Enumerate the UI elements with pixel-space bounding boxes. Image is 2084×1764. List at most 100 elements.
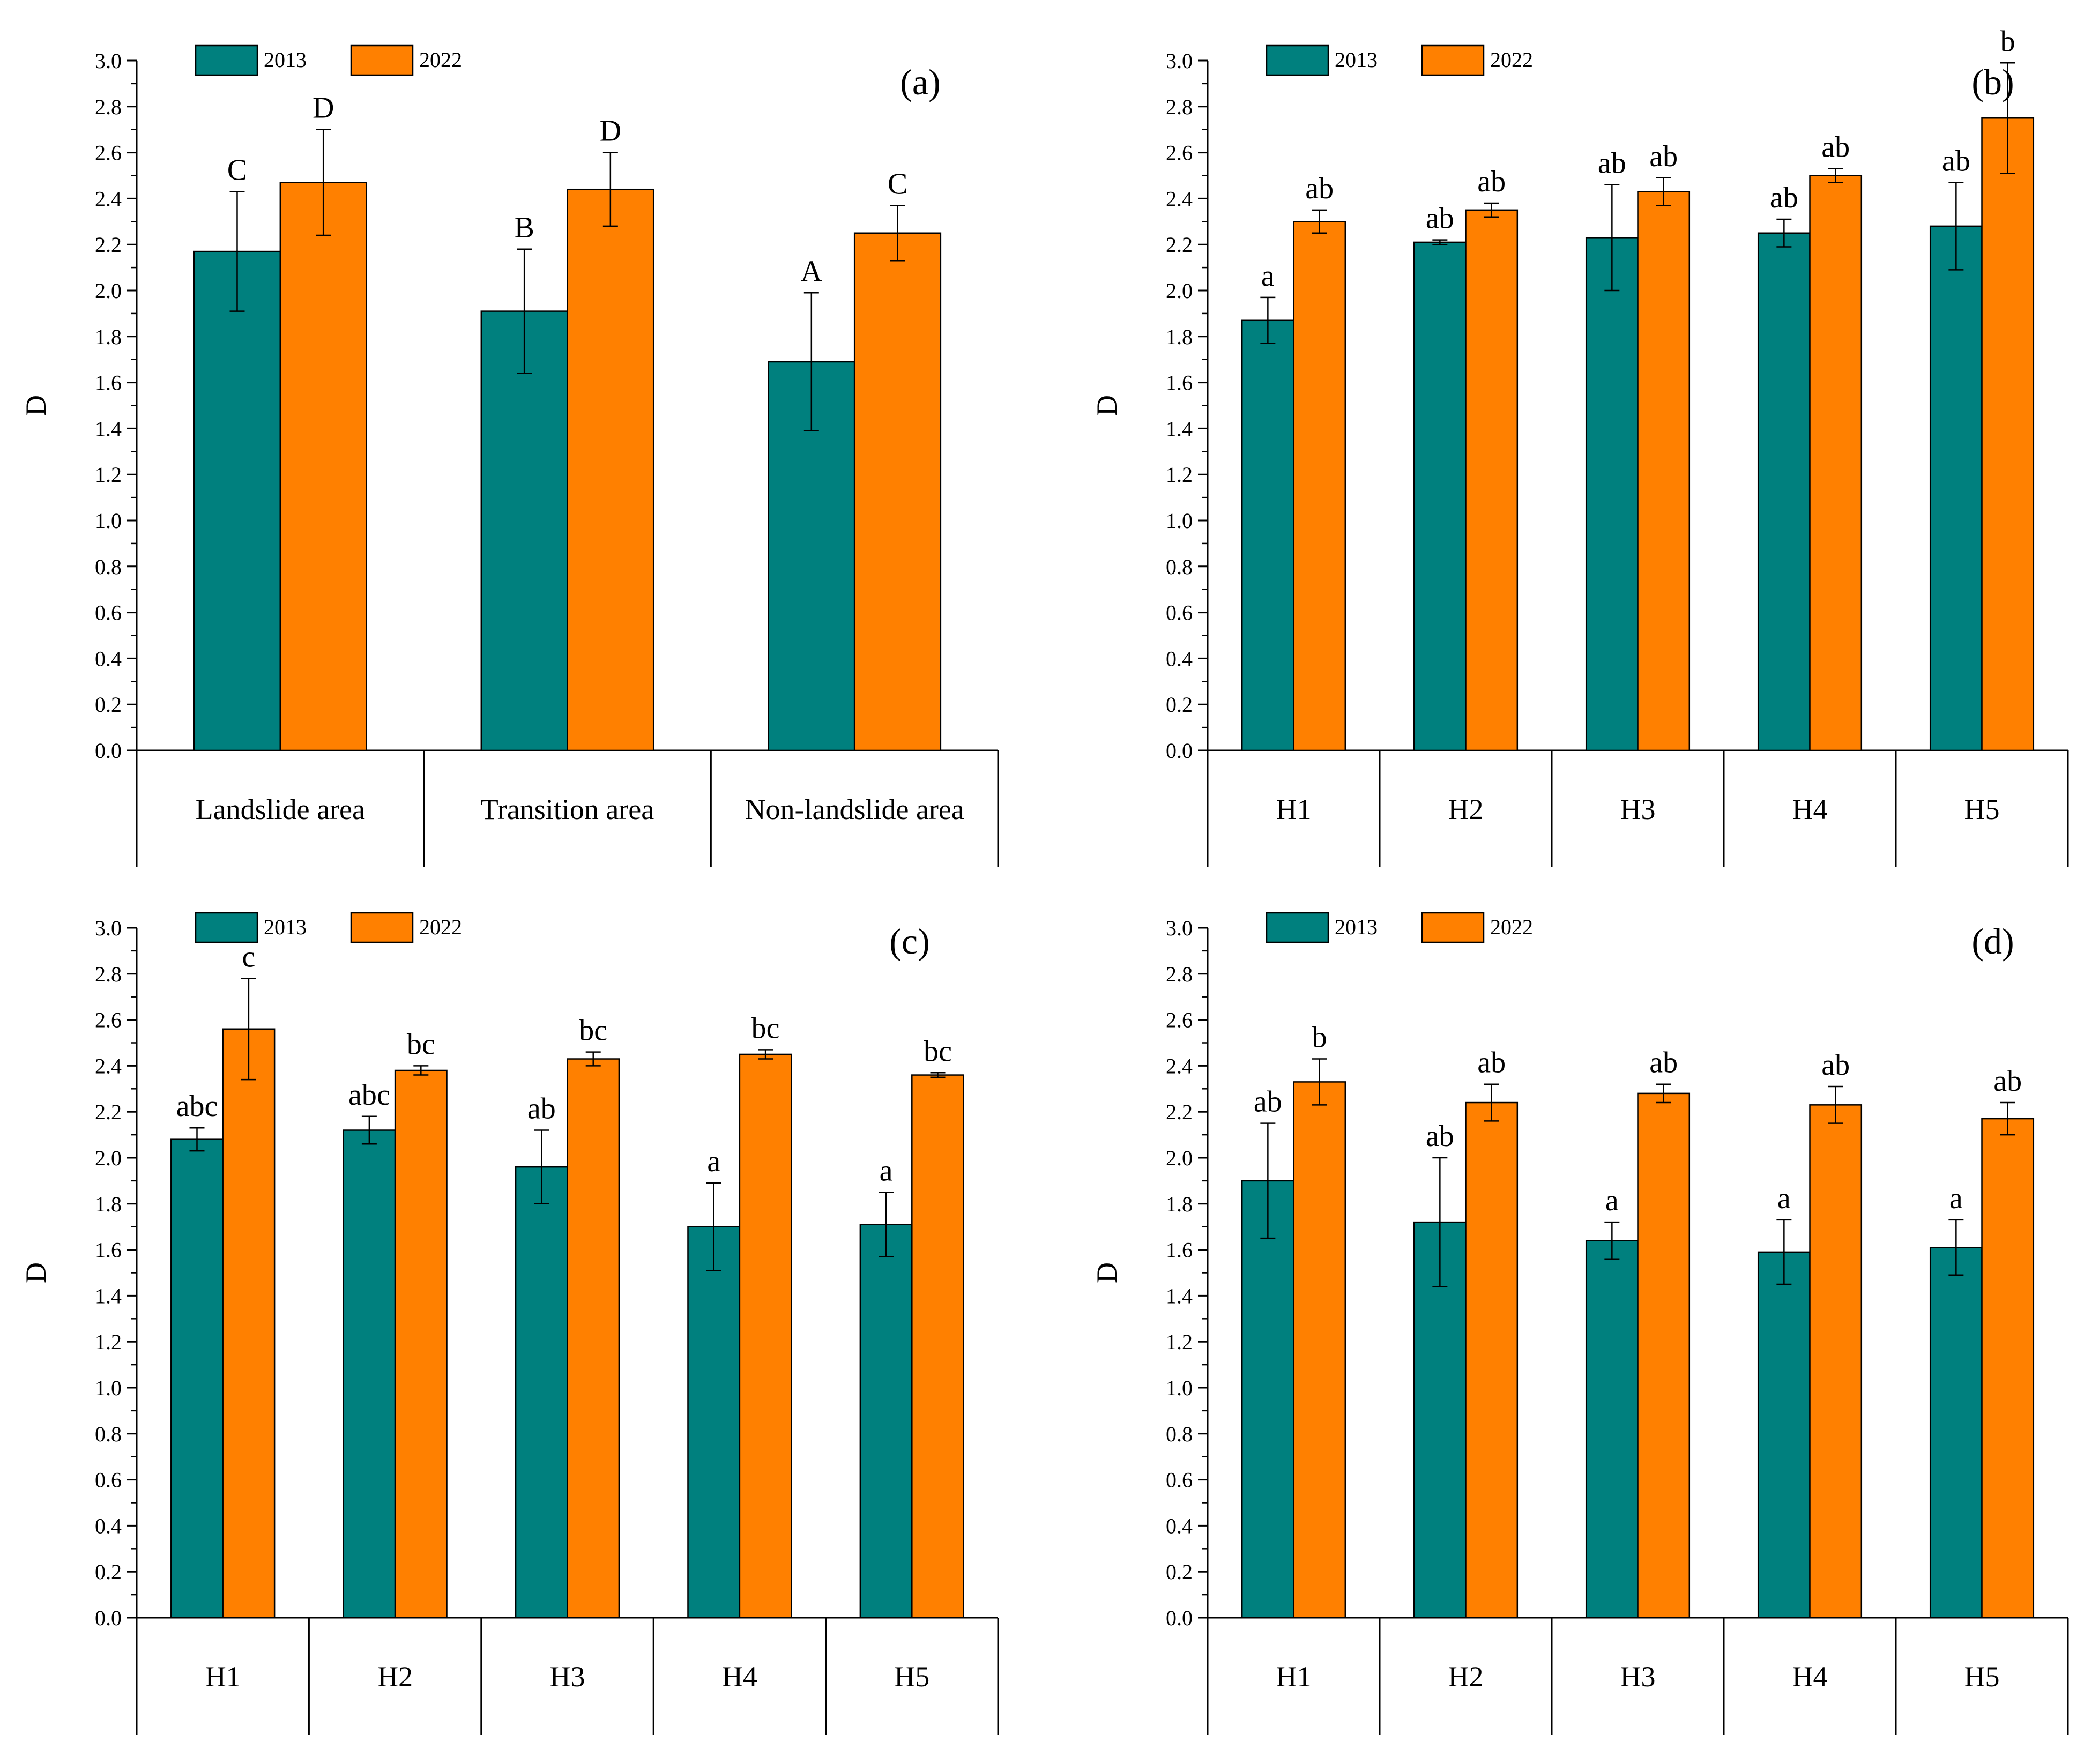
bar-2013 [480, 310, 568, 751]
significance-label: ab [1598, 147, 1626, 180]
legend-swatch-2022 [1421, 44, 1485, 76]
bar-2013 [1413, 241, 1467, 751]
y-axis-title: D [20, 1262, 52, 1283]
significance-label: b [2000, 25, 2015, 58]
bar-2022 [1293, 1081, 1346, 1619]
y-tick-label: 1.4 [95, 1284, 122, 1308]
y-tick-label: 2.8 [1166, 962, 1193, 986]
significance-label: c [242, 940, 255, 973]
category-label: H4 [722, 1661, 757, 1693]
y-tick-label: 2.8 [1166, 95, 1193, 119]
y-tick-label: 1.2 [1166, 1330, 1193, 1354]
bar-2013 [1585, 237, 1639, 751]
y-tick-label: 2.4 [95, 1054, 122, 1078]
y-tick-label: 1.6 [1166, 1238, 1193, 1262]
bar-2022 [739, 1053, 792, 1619]
y-tick-label: 2.6 [95, 141, 122, 165]
y-tick-label: 0.8 [1166, 555, 1193, 579]
y-tick-label: 3.0 [1166, 916, 1193, 940]
legend-label-2013: 2013 [1335, 48, 1378, 72]
significance-label: A [801, 255, 823, 288]
legend-swatch-2022 [350, 912, 414, 943]
y-tick-label: 0.6 [95, 601, 122, 625]
y-tick-label: 1.8 [95, 325, 122, 349]
y-tick-label: 0.4 [95, 1514, 122, 1538]
y-axis-title: D [1091, 1262, 1123, 1283]
legend-label-2013: 2013 [264, 48, 307, 72]
significance-label: ab [1649, 1046, 1678, 1080]
significance-label: a [1949, 1182, 1963, 1215]
bar-2022 [1809, 1104, 1863, 1619]
y-tick-label: 2.8 [95, 95, 122, 119]
y-tick-label: 2.0 [1166, 1146, 1193, 1170]
significance-label: C [888, 167, 907, 200]
legend: 2013 2022 [195, 912, 462, 943]
y-tick-label: 1.0 [95, 1376, 122, 1400]
category-label: H1 [205, 1661, 241, 1693]
y-tick-label: 1.2 [1166, 463, 1193, 487]
significance-label: ab [1942, 144, 1970, 177]
significance-label: abc [348, 1078, 390, 1112]
y-tick-label: 1.8 [95, 1192, 122, 1216]
significance-label: ab [1254, 1085, 1282, 1119]
y-tick-label: 1.0 [1166, 1376, 1193, 1400]
significance-label: ab [1477, 1046, 1506, 1080]
bar-2022 [567, 188, 654, 751]
significance-label: a [707, 1145, 720, 1178]
bar-2022 [911, 1074, 964, 1619]
y-tick-label: 2.2 [95, 233, 122, 257]
y-tick-label: 1.2 [95, 463, 122, 487]
y-tick-label: 0.2 [1166, 1560, 1193, 1584]
y-tick-label: 1.4 [95, 416, 122, 441]
significance-label: ab [1426, 202, 1454, 235]
y-tick-label: 0.2 [95, 1560, 122, 1584]
bar-2013 [515, 1166, 568, 1619]
category-label: H3 [1620, 1661, 1656, 1693]
chart-a: 0.0 0.2 0.4 0.6 0.8 1.0 1.2 1.4 1.6 1.8 2.0 2.2 2.4 2… [20, 44, 999, 867]
y-axis-title: D [1091, 395, 1123, 416]
bar-2013 [1757, 232, 1811, 751]
y-tick-label: 2.2 [95, 1100, 122, 1124]
y-tick-label: 0.0 [1166, 739, 1193, 763]
significance-label: ab [1649, 140, 1678, 173]
y-tick-label: 1.0 [1166, 509, 1193, 533]
y-tick-label: 0.0 [1166, 1606, 1193, 1630]
y-axis-title: D [20, 395, 52, 416]
significance-label: ab [1993, 1065, 2022, 1098]
bar-2013 [1241, 319, 1294, 751]
significance-label: ab [1477, 165, 1506, 198]
legend-swatch-2013 [1266, 912, 1329, 943]
legend-swatch-2013 [195, 44, 258, 76]
y-tick-label: 2.0 [95, 1146, 122, 1170]
bar-2022 [279, 182, 367, 751]
bar-2022 [853, 232, 942, 751]
legend-swatch-2013 [1266, 44, 1329, 76]
significance-label: B [514, 211, 534, 244]
category-label: H2 [1448, 793, 1484, 825]
y-tick-label: 2.2 [1166, 233, 1193, 257]
significance-label: a [880, 1154, 893, 1187]
significance-label: a [1261, 259, 1275, 293]
y-tick-label: 0.8 [1166, 1422, 1193, 1446]
y-tick-label: 3.0 [95, 49, 122, 73]
significance-label: bc [924, 1034, 952, 1068]
category-label: Non-landslide area [745, 793, 964, 825]
y-tick-label: 2.4 [95, 187, 122, 211]
significance-label: ab [1821, 131, 1850, 164]
bar-2013 [343, 1129, 396, 1619]
significance-label: abc [176, 1090, 218, 1123]
y-tick-label: 3.0 [1166, 49, 1193, 73]
y-tick-label: 2.8 [95, 962, 122, 986]
bar-2022 [1637, 1092, 1691, 1619]
bar-2013 [193, 250, 281, 751]
bar-2022 [1981, 1118, 2035, 1619]
y-tick-label: 1.4 [1166, 416, 1193, 441]
chart-c: 0.0 0.2 0.4 0.6 0.8 1.0 1.2 1.4 1.6 1.8 2.0 2.2 2.4 2… [20, 912, 999, 1735]
category-label: H4 [1792, 1661, 1828, 1693]
category-label: H3 [1620, 793, 1656, 825]
significance-label: ab [527, 1092, 556, 1126]
y-tick-label: 3.0 [95, 916, 122, 940]
category-label: H5 [1964, 1661, 2000, 1693]
y-tick-label: 2.0 [1166, 279, 1193, 303]
